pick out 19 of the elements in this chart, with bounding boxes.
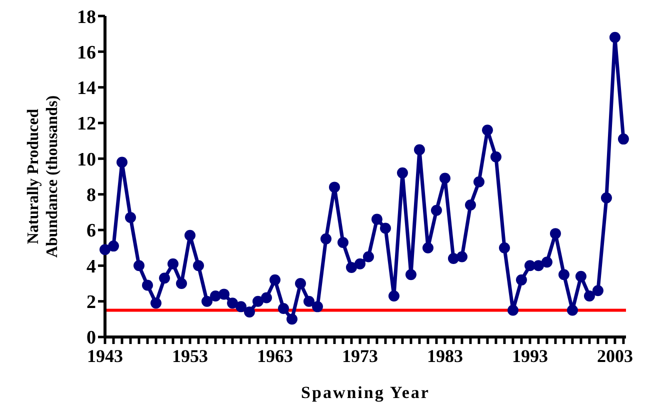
y-tick-label: 16 bbox=[77, 42, 96, 64]
y-axis-title: Naturally Produced Abundance (thousands) bbox=[25, 95, 61, 258]
x-tick-label: 1953 bbox=[172, 346, 208, 366]
x-axis-title: Spawning Year bbox=[301, 383, 430, 402]
x-tick-label: 1963 bbox=[256, 346, 293, 366]
x-tick-label: 1943 bbox=[87, 346, 123, 366]
y-tick-label: 12 bbox=[77, 114, 96, 135]
x-tick-label: 1973 bbox=[342, 346, 378, 366]
y-tick-label: 14 bbox=[77, 78, 96, 100]
x-tick-label: 1993 bbox=[512, 346, 548, 366]
y-tick-label: 10 bbox=[77, 149, 96, 170]
y-tick-label: 2 bbox=[86, 292, 96, 314]
y-tick-label: 6 bbox=[86, 220, 96, 242]
y-tick-label: 18 bbox=[77, 6, 96, 28]
y-tick-label: 8 bbox=[86, 185, 96, 206]
x-tick-label: 2003 bbox=[596, 346, 633, 366]
x-tick-label: 1983 bbox=[426, 346, 463, 366]
y-tick-label: 4 bbox=[86, 256, 96, 278]
y-tick-label: 0 bbox=[86, 328, 96, 349]
